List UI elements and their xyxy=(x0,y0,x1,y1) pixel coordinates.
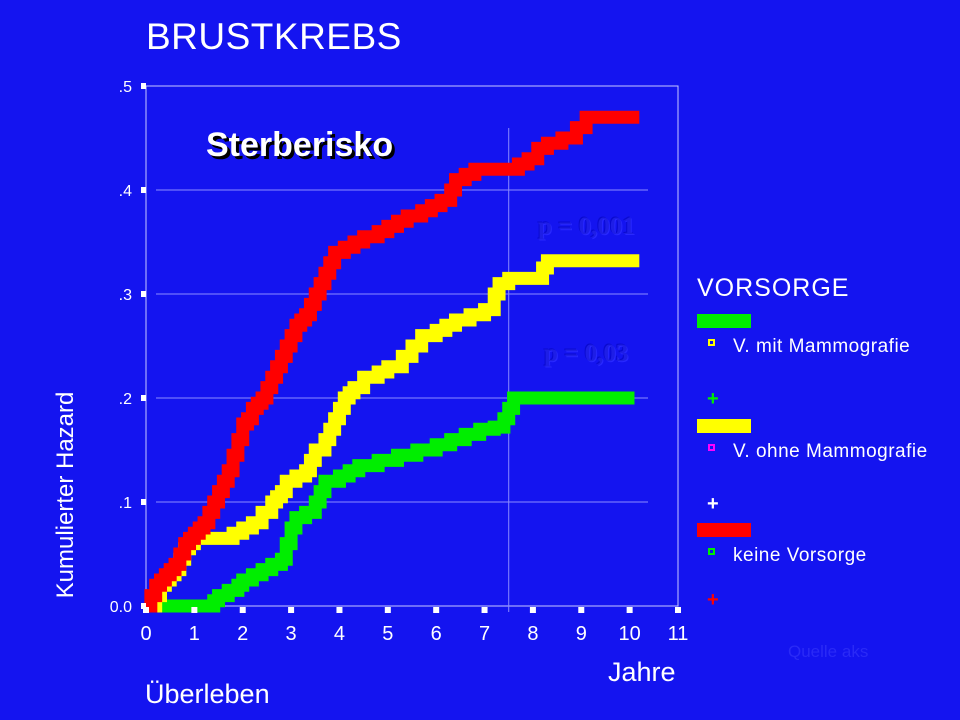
y-tick-mark xyxy=(141,187,146,193)
y-tick-label: .1 xyxy=(119,495,132,512)
legend-plus-mit: + xyxy=(707,388,719,410)
sterberisko-annotation: Sterberisko xyxy=(206,126,394,164)
series-line-mit-mammografie xyxy=(146,391,635,613)
x-tick-label: 8 xyxy=(527,623,538,645)
legend-swatch-ohne xyxy=(697,419,751,433)
x-tick-label: 3 xyxy=(286,623,297,645)
legend-plus-keine: + xyxy=(707,589,719,611)
series-line-keine-vorsorge xyxy=(144,110,640,613)
legend-marker-mit xyxy=(708,339,715,346)
x-tick-label: 0 xyxy=(140,623,151,645)
legend-label-keine: keine Vorsorge xyxy=(733,545,867,566)
x-tick-label: 7 xyxy=(479,623,490,645)
x-tick-mark xyxy=(433,607,440,613)
legend-label-mit: V. mit Mammografie xyxy=(733,336,911,357)
legend-swatch-keine xyxy=(697,523,751,537)
x-tick-mark xyxy=(143,607,149,613)
y-axis-label: Kumulierter Hazard xyxy=(52,391,79,599)
x-axis-label-ueberleben: Überleben xyxy=(145,679,270,709)
y-tick-label: .3 xyxy=(119,287,132,304)
x-tick-mark xyxy=(239,607,246,613)
series-line-ohne-mammografie xyxy=(146,254,640,613)
legend-plus-ohne: + xyxy=(707,493,719,515)
x-tick-mark xyxy=(578,607,585,613)
y-tick-mark xyxy=(141,603,146,609)
x-tick-label: 5 xyxy=(382,623,393,645)
x-tick-label: 11 xyxy=(668,623,689,645)
x-tick-mark xyxy=(481,607,488,613)
x-tick-mark xyxy=(336,607,343,613)
legend-marker-keine xyxy=(708,548,715,555)
x-tick-label: 1 xyxy=(189,623,200,645)
x-tick-label: 6 xyxy=(431,623,442,645)
legend-label-ohne: V. ohne Mammografie xyxy=(733,441,928,462)
plot-frame xyxy=(145,85,679,607)
p-value-001: p = 0,001 xyxy=(538,213,635,240)
y-tick-label: .4 xyxy=(119,183,132,200)
x-tick-mark xyxy=(191,607,198,613)
series-layer xyxy=(144,110,640,613)
legend-marker-ohne xyxy=(708,444,715,451)
x-tick-label: 4 xyxy=(334,623,345,645)
y-tick-mark xyxy=(141,83,146,89)
x-tick-mark xyxy=(384,607,391,613)
y-tick-mark xyxy=(141,291,146,297)
legend-title: VORSORGE xyxy=(697,274,850,302)
x-tick-label: 10 xyxy=(619,623,641,645)
x-tick-label: 2 xyxy=(237,623,248,645)
p-value-003: p = 0,03 xyxy=(544,340,629,367)
axis-layer: 0.0 .1 .2 .3 .4 .5 0 1 2 3 4 5 6 7 8 9 10 11 xyxy=(110,79,689,645)
x-tick-mark xyxy=(529,607,536,613)
x-axis-label-jahre: Jahre xyxy=(608,657,676,687)
y-tick-mark xyxy=(141,395,146,401)
x-tick-mark xyxy=(675,607,681,613)
chart-title: BRUSTKREBS xyxy=(146,16,402,57)
x-tick-mark xyxy=(288,607,295,613)
y-tick-label: .5 xyxy=(119,79,132,96)
x-tick-mark xyxy=(626,607,633,613)
legend-swatch-mit xyxy=(697,314,751,328)
y-tick-mark xyxy=(141,499,146,505)
y-tick-label: .2 xyxy=(119,391,132,408)
y-tick-label: 0.0 xyxy=(110,599,132,616)
x-tick-label: 9 xyxy=(576,623,587,645)
source-note: Quelle aks xyxy=(788,642,869,661)
